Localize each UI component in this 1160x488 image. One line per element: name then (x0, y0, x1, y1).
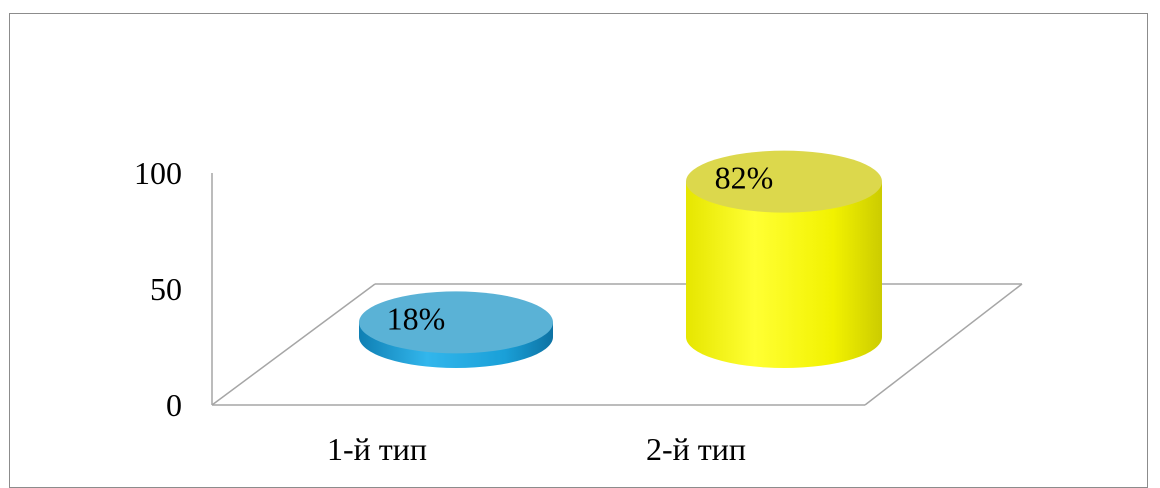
x-category-label: 2-й тип (646, 431, 746, 467)
y-tick-label: 0 (166, 387, 182, 423)
bar-1: 18% (359, 291, 553, 368)
y-tick-label: 50 (150, 271, 182, 307)
floor-right-edge (864, 283, 1023, 406)
x-axis-categories: 1-й тип 2-й тип (327, 431, 746, 467)
bar-body (686, 181, 882, 368)
data-label: 82% (715, 160, 774, 196)
chart-floor (211, 173, 1023, 406)
x-category-label: 1-й тип (327, 431, 427, 467)
bar-top (359, 291, 553, 354)
chart-area (9, 13, 1148, 488)
y-tick-label: 100 (134, 155, 182, 191)
bars: 18% 82% (359, 150, 882, 368)
bar-top (686, 150, 882, 213)
bar-2: 82% (686, 150, 882, 368)
floor-left-edge (211, 283, 376, 406)
y-axis-ticks: 0 50 100 (134, 155, 182, 423)
data-label: 18% (387, 300, 446, 336)
